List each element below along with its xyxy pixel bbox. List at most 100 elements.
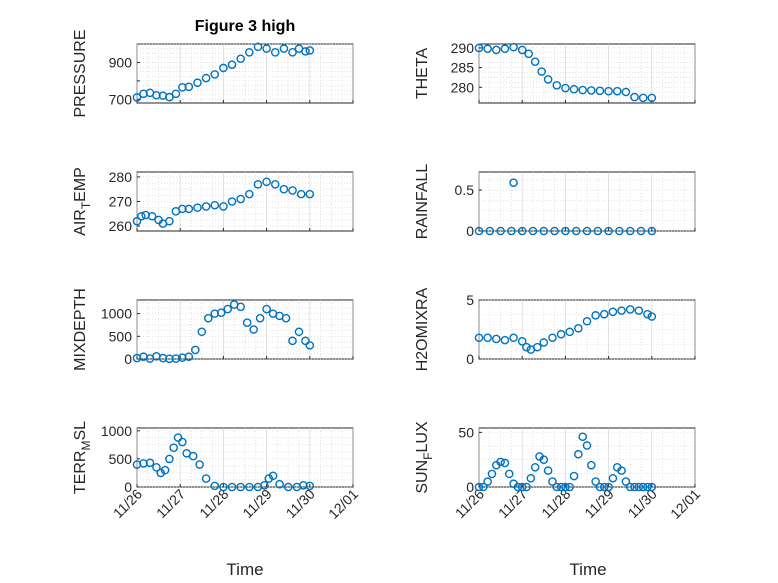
data-point: [513, 482, 523, 492]
y-tick-label: 5: [466, 292, 474, 308]
data-point: [630, 482, 639, 492]
y-tick-label: 700: [109, 91, 133, 107]
data-point: [578, 85, 587, 95]
data-point: [621, 87, 631, 97]
data-point: [264, 474, 274, 483]
data-point: [565, 327, 575, 337]
data-point: [305, 341, 315, 350]
data-point: [184, 204, 194, 214]
data-point: [483, 333, 492, 343]
data-point: [509, 42, 518, 52]
data-point: [245, 47, 254, 57]
data-point: [281, 313, 291, 323]
data-point: [617, 466, 626, 475]
data-point: [647, 226, 657, 236]
data-point: [201, 474, 211, 483]
data-point: [561, 83, 570, 93]
data-point: [561, 482, 570, 492]
data-point: [599, 309, 609, 319]
data-point: [173, 433, 183, 442]
data-point: [223, 304, 233, 314]
data-point: [219, 63, 228, 73]
data-point: [539, 338, 549, 347]
data-point: [517, 226, 527, 236]
data-point: [184, 82, 194, 92]
data-point: [262, 177, 271, 187]
data-point: [548, 333, 557, 343]
data-point: [634, 306, 644, 315]
subplot-theta: 280 285 290 THETA: [414, 40, 696, 104]
data-point: [587, 460, 596, 470]
data-point: [550, 226, 559, 236]
data-point: [533, 342, 542, 352]
data-point: [227, 482, 237, 492]
data-point: [249, 325, 258, 334]
data-point: [262, 304, 271, 314]
data-point: [647, 482, 657, 492]
data-point: [201, 202, 211, 211]
data-point: [191, 345, 200, 355]
y-tick-label: 0: [466, 479, 474, 495]
y-tick-label: 1000: [101, 306, 132, 322]
x-tick-label: 11/27: [153, 486, 189, 522]
data-point: [156, 468, 166, 478]
data-point: [227, 197, 237, 206]
data-point: [593, 226, 603, 236]
data-point: [500, 458, 510, 468]
data-point: [275, 479, 284, 489]
data-point: [279, 44, 289, 53]
y-axis-label: AIRTEMP: [72, 167, 93, 236]
axes-box: [478, 171, 696, 232]
data-point: [571, 226, 581, 236]
data-point: [160, 465, 170, 475]
data-point: [526, 473, 536, 483]
y-tick-label: 270: [109, 194, 133, 210]
subplot-pressure: 700 900 PRESSURE: [72, 29, 354, 118]
data-point: [270, 179, 280, 189]
data-point: [539, 455, 549, 464]
data-point: [474, 333, 484, 343]
data-point: [625, 305, 635, 314]
data-point: [556, 329, 566, 339]
data-point: [262, 44, 271, 53]
data-point: [219, 482, 228, 492]
y-tick-label: 900: [109, 54, 133, 70]
x-tick-label: 11/26: [110, 486, 146, 522]
y-tick-label: 260: [109, 218, 133, 234]
data-point: [556, 482, 566, 492]
data-point: [236, 54, 245, 64]
data-point: [587, 86, 596, 95]
subplot-mixdepth: 0 500 1000 MIXDEPTH: [72, 288, 354, 371]
data-point: [638, 482, 648, 492]
y-tick-label: 500: [109, 328, 133, 344]
data-point: [604, 482, 613, 492]
data-point: [543, 466, 553, 475]
data-point: [203, 313, 213, 323]
data-point: [509, 178, 518, 187]
y-tick-label: 0.5: [455, 182, 475, 198]
data-point: [301, 336, 310, 346]
data-point: [216, 308, 226, 318]
data-point: [305, 46, 315, 55]
y-axis-label: H2OMIXRA: [414, 287, 431, 371]
y-axis-label: TERRMSL: [72, 421, 93, 494]
data-point: [245, 482, 254, 492]
data-point: [305, 481, 315, 491]
x-tick-label: 11/28: [196, 486, 232, 522]
data-point: [612, 86, 622, 96]
data-point: [574, 324, 583, 333]
data-point: [630, 92, 639, 102]
y-axis-label: RAINFALL: [414, 164, 431, 240]
data-point: [496, 457, 505, 467]
data-point: [236, 194, 245, 204]
data-point: [507, 226, 516, 236]
subplot-h2omixra: 0 5 H2OMIXRA: [414, 287, 696, 371]
data-point: [500, 44, 510, 54]
data-point: [625, 482, 635, 492]
y-tick-label: 0: [466, 351, 474, 367]
data-point: [288, 186, 297, 195]
data-point: [604, 86, 613, 96]
